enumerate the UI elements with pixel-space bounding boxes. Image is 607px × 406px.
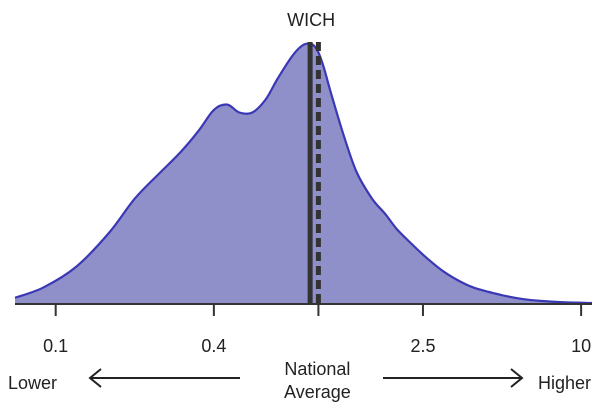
density-curve-line [14, 42, 593, 305]
left-arrow-icon [88, 368, 102, 388]
national-average-label-line2: Average [284, 382, 351, 402]
marker-layer [307, 42, 321, 305]
x-tick-label: 2.5 [410, 336, 435, 356]
direction-annotation: Lower National Average Higher [8, 359, 591, 402]
right-arrow-icon [510, 368, 524, 388]
x-tick-label: 0.4 [201, 336, 226, 356]
lower-label: Lower [8, 373, 57, 393]
x-tick-label: 10 [571, 336, 591, 356]
national-average-label-line1: National [284, 359, 350, 379]
higher-label: Higher [538, 373, 591, 393]
tick-layer: 0.1 0.4 2.5 10 [43, 304, 591, 356]
density-area [15, 43, 592, 304]
x-tick-label: 0.1 [43, 336, 68, 356]
chart-title: WICH [287, 10, 335, 30]
density-area-layer [14, 42, 593, 305]
